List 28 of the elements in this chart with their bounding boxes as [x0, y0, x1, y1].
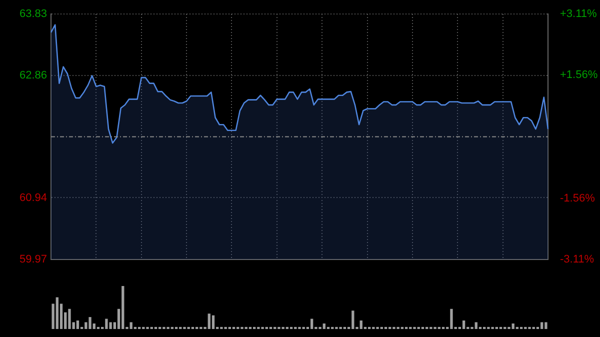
bar: [450, 308, 453, 329]
bar: [212, 315, 215, 329]
bar: [360, 320, 362, 329]
bar: [109, 322, 112, 329]
bar: [352, 310, 354, 329]
bar: [544, 322, 548, 329]
bar: [462, 320, 466, 329]
y2-tick-label: +1.56%: [560, 69, 598, 82]
bar: [122, 286, 124, 329]
bar: [130, 322, 132, 329]
y-tick-label: 60.94: [19, 192, 47, 204]
bar: [56, 297, 58, 329]
y-tick-label: 62.86: [19, 70, 47, 82]
bar: [540, 322, 544, 329]
bar: [474, 322, 478, 329]
bar: [322, 324, 326, 329]
bar: [105, 318, 108, 329]
y2-tick-label: +3.11%: [560, 8, 598, 20]
y-tick-label: 63.83: [19, 8, 47, 20]
y2-tick-label: -3.11%: [560, 253, 594, 266]
bar: [310, 318, 314, 329]
y2-tick-label: -1.56%: [560, 192, 596, 204]
bar: [512, 324, 514, 329]
bar: [208, 314, 210, 329]
bar: [76, 320, 80, 329]
bar: [88, 317, 92, 329]
y-tick-label: 59.97: [19, 253, 47, 266]
bar: [68, 308, 71, 329]
